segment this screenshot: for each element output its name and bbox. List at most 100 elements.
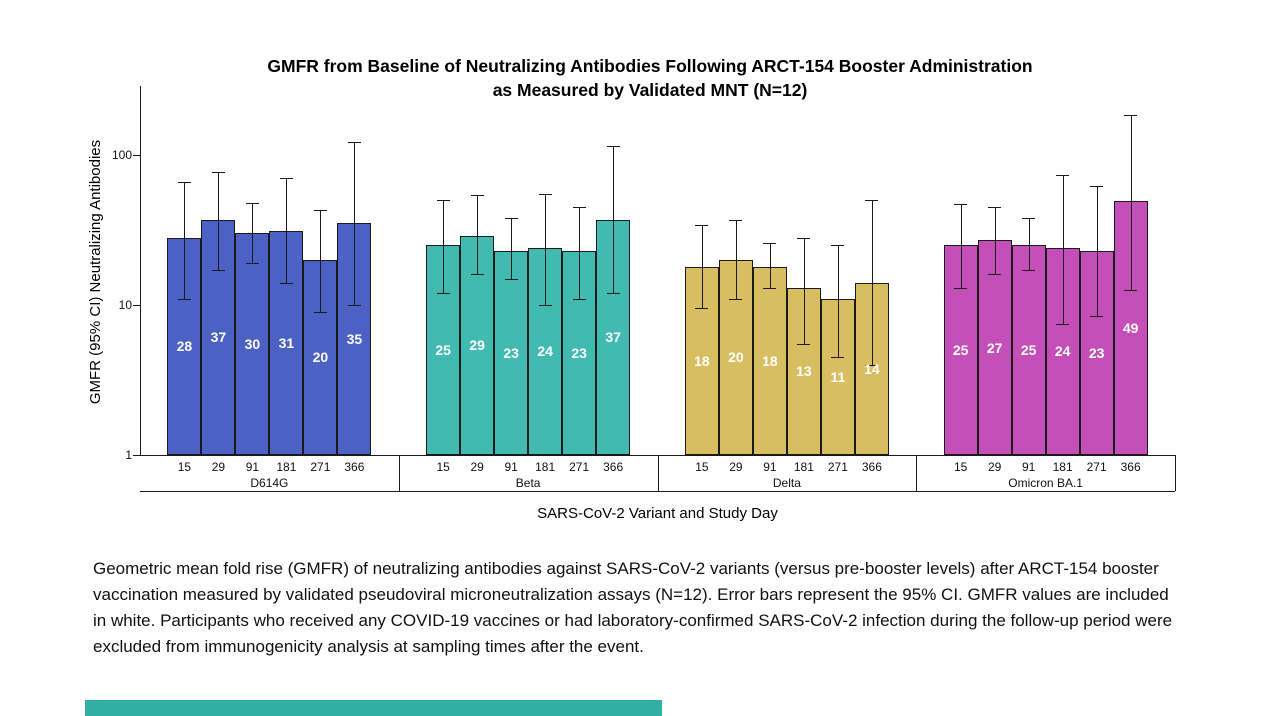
bar-value-label: 35 (346, 331, 363, 348)
error-bar-cap-top (436, 200, 450, 202)
error-bar-whisker (545, 193, 547, 305)
bar-value-label: 23 (571, 344, 587, 361)
error-bar-cap-bottom (797, 343, 811, 345)
error-bar-cap-bottom (954, 287, 968, 289)
error-bar-whisker (320, 209, 322, 312)
y-tick-mark (133, 305, 140, 306)
error-bar-whisker (286, 178, 288, 284)
error-bar-cap-top (470, 195, 484, 197)
bar-value-label: 24 (1054, 343, 1071, 360)
error-bar-cap-top (729, 219, 743, 221)
error-bar-whisker (803, 237, 805, 344)
error-bar-cap-bottom (436, 293, 450, 295)
error-bar-cap-bottom (865, 364, 879, 366)
bar-value-label: 18 (694, 352, 710, 369)
footer-accent-bar (85, 700, 662, 716)
y-axis-line (140, 86, 141, 455)
bar-value-label: 25 (952, 342, 969, 359)
error-bar-whisker (871, 200, 873, 365)
plot-area: 1 10 100 28 15 37 29 30 91 31 181 20 271 35 366 D614G 25… (112, 86, 1176, 492)
group-separator-tick (916, 455, 918, 491)
bar-value-label: 37 (605, 329, 621, 346)
bar (752, 266, 787, 455)
error-bar-cap-bottom (1056, 323, 1070, 325)
error-bar-cap-bottom (211, 270, 225, 272)
error-bar-whisker (1096, 186, 1098, 316)
bar-value-label: 18 (762, 352, 778, 369)
error-bar-whisker (994, 207, 996, 275)
bar-value-label: 37 (210, 329, 227, 346)
error-bar-cap-bottom (695, 308, 709, 310)
bar-value-label: 30 (244, 336, 261, 353)
chart-title: GMFR from Baseline of Neutralizing Antib… (120, 54, 1180, 102)
bar (528, 247, 563, 455)
error-bar-cap-bottom (1124, 290, 1138, 292)
error-bar-whisker (443, 200, 445, 294)
bar-value-label: 25 (435, 342, 451, 359)
error-bar-whisker (184, 182, 186, 299)
error-bar-whisker (218, 172, 220, 271)
error-bar-whisker (613, 145, 615, 294)
y-tick-label: 1 (125, 448, 132, 462)
error-bar-cap-bottom (1022, 270, 1036, 272)
bar (235, 233, 270, 455)
error-bar-cap-top (954, 204, 968, 206)
day-tick-label: 15 (953, 460, 968, 474)
bar-value-label: 20 (728, 349, 744, 366)
group-separator-tick (1175, 455, 1176, 491)
variant-group-label: D614G (250, 476, 289, 490)
chart-title-line2: as Measured by Validated MNT (N=12) (492, 80, 808, 100)
error-bar-whisker (1028, 218, 1030, 271)
day-tick-label: 271 (1086, 460, 1107, 474)
y-axis-title: GMFR (95% CI) Neutralizing Antibodies (87, 139, 104, 405)
bar-value-label: 24 (537, 343, 553, 360)
error-bar-cap-bottom (245, 263, 259, 265)
error-bar-cap-top (763, 242, 777, 244)
error-bar-whisker (769, 242, 771, 288)
day-tick-label: 181 (793, 460, 814, 474)
group-separator-tick (657, 455, 659, 491)
error-bar-cap-top (1056, 174, 1070, 176)
error-bar-cap-bottom (988, 274, 1002, 276)
error-bar-whisker (511, 218, 513, 279)
error-bar-cap-top (313, 209, 327, 211)
day-tick-label: 91 (245, 460, 260, 474)
variant-group-label: Beta (515, 476, 541, 490)
error-bar-whisker (735, 219, 737, 299)
error-bar-cap-top (695, 225, 709, 227)
day-tick-label: 91 (1021, 460, 1036, 474)
error-bar-whisker (252, 202, 254, 264)
bar-value-label: 29 (469, 337, 485, 354)
figure-caption: Geometric mean fold rise (GMFR) of neutr… (93, 559, 1173, 656)
error-bar-whisker (701, 225, 703, 309)
error-bar-cap-top (504, 218, 518, 220)
day-tick-label: 271 (310, 460, 331, 474)
bar-value-label: 20 (312, 349, 329, 366)
bar-value-label: 31 (278, 335, 295, 352)
bar-value-label: 28 (176, 338, 193, 355)
day-tick-label: 15 (695, 460, 709, 474)
day-tick-label: 366 (1120, 460, 1141, 474)
error-bar-whisker (579, 207, 581, 299)
error-bar-cap-bottom (279, 283, 293, 285)
x-axis-title: SARS-CoV-2 Variant and Study Day (537, 505, 778, 522)
variant-group-label: Omicron BA.1 (1008, 476, 1083, 490)
error-bar-cap-top (865, 200, 879, 202)
day-tick-label: 181 (535, 460, 556, 474)
bar (977, 240, 1012, 455)
day-tick-label: 271 (569, 460, 590, 474)
error-bar-cap-top (245, 202, 259, 204)
error-bar-cap-bottom (831, 357, 845, 359)
day-tick-label: 29 (470, 460, 484, 474)
error-bar-cap-top (1022, 218, 1036, 220)
bar-value-label: 11 (830, 368, 846, 385)
day-tick-label: 366 (861, 460, 882, 474)
error-bar-cap-top (1090, 186, 1104, 188)
bar (1011, 245, 1046, 455)
error-bar-cap-bottom (729, 298, 743, 300)
error-bar-cap-bottom (763, 287, 777, 289)
day-tick-label: 15 (436, 460, 450, 474)
error-bar-cap-top (606, 145, 620, 147)
error-bar-cap-top (538, 193, 552, 195)
